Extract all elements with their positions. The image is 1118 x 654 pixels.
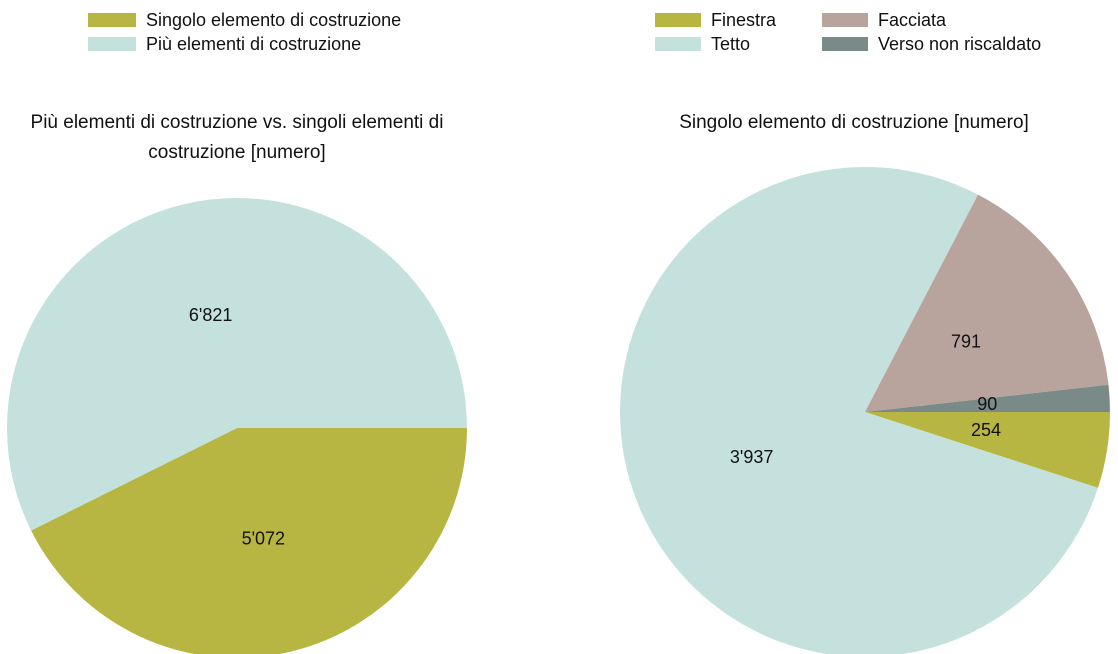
legend-swatch (88, 13, 136, 27)
pie-slice (31, 428, 467, 654)
data-label: 90 (977, 394, 997, 414)
data-label: 791 (951, 331, 981, 351)
pie-slice (6, 197, 468, 531)
data-label: 3'937 (730, 447, 773, 467)
legend-label: Tetto (711, 34, 750, 54)
pie-slice (620, 166, 1098, 654)
legend-swatch (822, 13, 868, 27)
legend-label: Facciata (878, 10, 947, 30)
legend-swatch (655, 13, 701, 27)
legend-label: Singolo elemento di costruzione (146, 10, 401, 30)
legend-swatch (655, 37, 701, 51)
legend-swatch (822, 37, 868, 51)
chart-title: Singolo elemento di costruzione [numero] (679, 112, 1029, 133)
chart-title: Più elementi di costruzione vs. singoli … (30, 112, 444, 163)
pie-slice (865, 412, 1110, 488)
data-label: 5'072 (242, 529, 285, 549)
pie-slice (865, 384, 1110, 412)
legend-label: Finestra (711, 10, 777, 30)
data-label: 6'821 (189, 305, 232, 325)
data-label: 254 (971, 420, 1001, 440)
legend-swatch (88, 37, 136, 51)
pie-slice (865, 194, 1109, 412)
legend-label: Più elementi di costruzione (146, 34, 361, 54)
legend-label: Verso non riscaldato (878, 34, 1041, 54)
